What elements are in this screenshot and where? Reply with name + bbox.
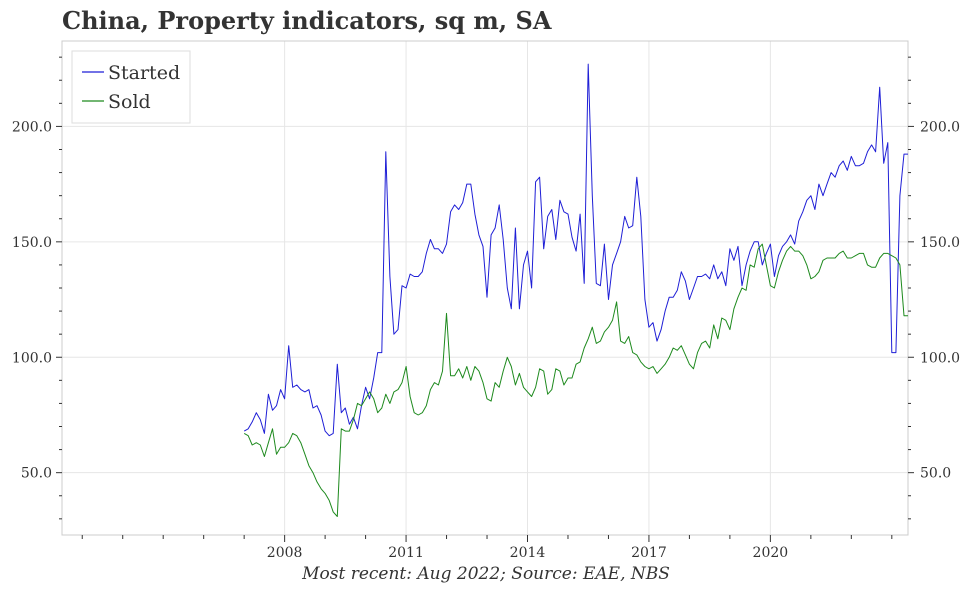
legend: Started Sold	[71, 50, 191, 124]
series-line-sold	[243, 243, 908, 517]
y-tick-label-left: 200.0	[12, 119, 52, 135]
x-tick-label: 2008	[267, 545, 303, 561]
axes: 50.0 50.0 100.0 100.0 150.0 150.0 200.0 200.0 20…	[12, 56, 960, 561]
y-tick-label-right: 100.0	[920, 350, 960, 366]
x-tick-label: 2011	[388, 545, 424, 561]
source-note: Most recent: Aug 2022; Source: EAE, NBS	[302, 564, 670, 584]
series-line-started	[243, 63, 908, 437]
grid-lines	[62, 41, 908, 535]
x-tick-label: 2020	[753, 545, 789, 561]
y-tick-label-right: 200.0	[920, 119, 960, 135]
series-lines	[243, 63, 908, 517]
x-tick-label: 2014	[510, 545, 546, 561]
y-tick-label-left: 100.0	[12, 350, 52, 366]
legend-label-started: Started	[108, 62, 180, 84]
chart-title: China, Property indicators, sq m, SA	[62, 6, 552, 35]
legend-box	[71, 50, 191, 124]
y-tick-label-right: 150.0	[920, 235, 960, 251]
y-tick-label-left: 50.0	[21, 466, 52, 482]
x-tick-label: 2017	[631, 545, 667, 561]
y-tick-label-right: 50.0	[920, 466, 951, 482]
legend-label-sold: Sold	[108, 91, 151, 113]
y-tick-label-left: 150.0	[12, 235, 52, 251]
